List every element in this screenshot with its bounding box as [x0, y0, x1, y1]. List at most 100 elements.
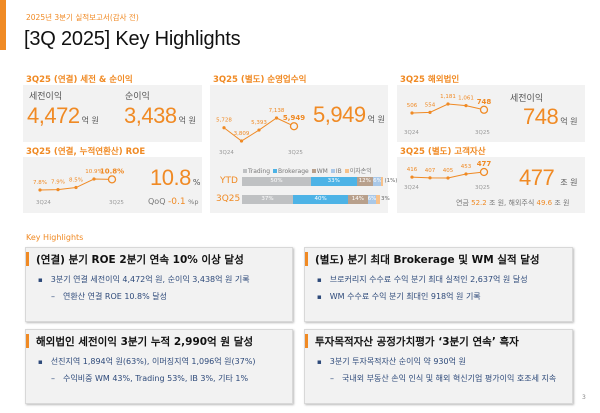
assets-panel: 416 407 405 453 477 3Q24 3Q25 477 조 원 연금 52.2…: [397, 157, 585, 213]
overseas-point-label: 554: [425, 102, 436, 108]
revenue-point-label: 5,728: [216, 118, 232, 124]
overseas-point: [410, 111, 414, 115]
assets-figure: 477 조 원: [519, 165, 577, 191]
highlight-subbullet: 수익비중 WM 43%, Trading 53%, IB 3%, 기타 1%: [51, 373, 248, 384]
legend-swatch: [344, 169, 349, 173]
highlight-bullet: 3분기 투자목적자산 순이익 약 930억 원: [317, 356, 466, 367]
overseas-point-label: 1,061: [458, 96, 474, 102]
highlight-subbullet: 연환산 연결 ROE 10.8% 달성: [51, 291, 167, 302]
highlight-title: 투자목적자산 공정가치평가 ‘3분기 연속’ 흑자: [305, 334, 519, 348]
bar-segment-wm: 14%: [348, 195, 368, 204]
overseas-stock-value: 49.6: [536, 199, 553, 207]
segment-label: 37%: [261, 196, 274, 202]
legend-item: WM: [309, 168, 328, 175]
roe-x-end: 3Q25: [109, 200, 124, 206]
bar-segment-trading: 37%: [242, 195, 294, 204]
revenue-x-start: 3Q24: [219, 150, 234, 156]
revenue-unit: 억 원: [367, 115, 385, 124]
revenue-point-label: 5,949: [283, 114, 305, 122]
overseas-stock-unit: 조 원: [554, 199, 570, 207]
assets-point: [410, 175, 414, 179]
highlight-title: (연결) 분기 ROE 2분기 연속 10% 이상 달성: [26, 252, 244, 266]
overseas-point-label: 748: [477, 98, 492, 106]
page-title: [3Q 2025] Key Highlights: [24, 28, 241, 50]
key-highlights-label: Key Highlights: [26, 233, 84, 242]
overseas-point-label: 1,181: [440, 94, 456, 100]
accent-bar: [0, 0, 6, 50]
overseas-unit: 억 원: [560, 117, 578, 126]
overseas-point: [446, 102, 450, 106]
assets-point-label: 416: [407, 167, 418, 173]
roe-value: 10.8: [150, 165, 191, 190]
revenue-legend: Trading Brokerage WM IB 이자손익: [240, 166, 372, 175]
legend-swatch: [330, 169, 335, 173]
legend-item: Brokerage: [270, 168, 309, 175]
legend-label: Trading: [248, 168, 271, 175]
highlight-subbullet: 국내외 부동산 손익 인식 및 해외 혁신기업 평가이익 호조세 지속: [330, 373, 556, 384]
overseas-point-label: 506: [407, 103, 418, 109]
legend-swatch: [243, 169, 247, 173]
segment-label: 14%: [351, 196, 365, 202]
legend-label: IB: [335, 168, 342, 175]
revenue-point: [289, 122, 299, 131]
profit-panel: 세전이익 4,472 억 원 순이익 3,438 억 원: [23, 85, 202, 142]
revenue-value: 5,949: [313, 102, 366, 127]
roe-point-label: 7.8%: [33, 180, 47, 186]
revenue-point: [257, 128, 261, 132]
segment-label: 50%: [270, 178, 283, 184]
assets-point-label: 453: [461, 164, 472, 170]
assets-line-chart: 416 407 405 453 477: [407, 160, 492, 180]
pension-label: 연금: [456, 199, 469, 207]
assets-footnote: 연금 52.2 조 원, 해외주식 49.6 조 원: [456, 198, 569, 208]
legend-swatch: [273, 169, 278, 173]
bar-segment-이자손익: 3%: [375, 195, 390, 204]
revenue-figure: 5,949 억 원: [313, 102, 385, 128]
net-label: 순이익: [125, 92, 150, 102]
roe-point: [38, 188, 42, 192]
overseas-x-end: 3Q25: [475, 130, 490, 136]
roe-unit: %: [192, 178, 201, 187]
assets-unit: 조 원: [560, 178, 578, 187]
stacked-bar: 50% 33% 12% 6% (1%): [242, 177, 397, 186]
legend-label: WM: [316, 168, 328, 175]
pretax-value: 4,472: [27, 103, 80, 128]
report-subtitle: 2025년 3분기 실적보고서(감사 전): [26, 13, 139, 22]
bar-label: YTD: [220, 176, 238, 186]
roe-point-label: 7.9%: [51, 180, 65, 186]
segment-label: 40%: [314, 196, 327, 202]
segment-label: 6%: [367, 196, 377, 202]
roe-point-label: 8.5%: [69, 178, 83, 184]
overseas-value: 748: [523, 104, 559, 129]
bar-segment-trading: 50%: [242, 177, 311, 186]
segment-label: 3%: [380, 196, 390, 202]
segment-label: 33%: [327, 178, 340, 184]
roe-point: [92, 177, 96, 181]
roe-qoq: QoQ -0.1 %p: [148, 197, 198, 207]
qoq-value: -0.1: [168, 197, 186, 207]
highlight-card: 해외법인 세전이익 3분기 누적 2,990억 원 달성선진지역 1,894억 …: [25, 329, 293, 404]
revenue-point: [222, 126, 226, 130]
revenue-x-end: 3Q25: [288, 150, 303, 156]
assets-point: [428, 176, 432, 180]
legend-item: IB: [328, 168, 342, 175]
revenue-point-label: 5,393: [251, 120, 267, 126]
stacked-bar: 37% 40% 14% 6% 3%: [242, 195, 390, 204]
bar-label: 3Q25: [216, 194, 241, 204]
assets-point-label: 477: [477, 160, 492, 168]
roe-panel: 7.8% 7.9% 8.5% 10.9% 10.8% 3Q24 3Q25 10.8% Q…: [23, 157, 202, 213]
qoq-unit: %p: [188, 198, 199, 206]
roe-point-label: 10.9%: [85, 169, 102, 175]
overseas-point: [464, 104, 468, 108]
roe-line-chart: 7.8% 7.9% 8.5%10.9%10.8%: [33, 167, 124, 192]
highlight-bullet: 브로커리지 수수료 수익 분기 최대 실적인 2,637억 원 달성: [317, 274, 528, 285]
revenue-point-label: 3,809: [234, 131, 250, 137]
assets-point-label: 405: [443, 168, 454, 174]
qoq-label: QoQ: [148, 197, 166, 206]
net-value: 3,438: [124, 103, 177, 128]
overseas-line-chart: 506 554 1,181 1,061 748: [407, 94, 492, 115]
roe-point-label: 10.8%: [100, 167, 124, 175]
segment-label: 6%: [373, 178, 382, 184]
highlight-title: (별도) 분기 최대 Brokerage 및 WM 실적 달성: [305, 252, 540, 266]
revenue-point: [274, 116, 279, 120]
page-number: 3: [582, 394, 586, 401]
